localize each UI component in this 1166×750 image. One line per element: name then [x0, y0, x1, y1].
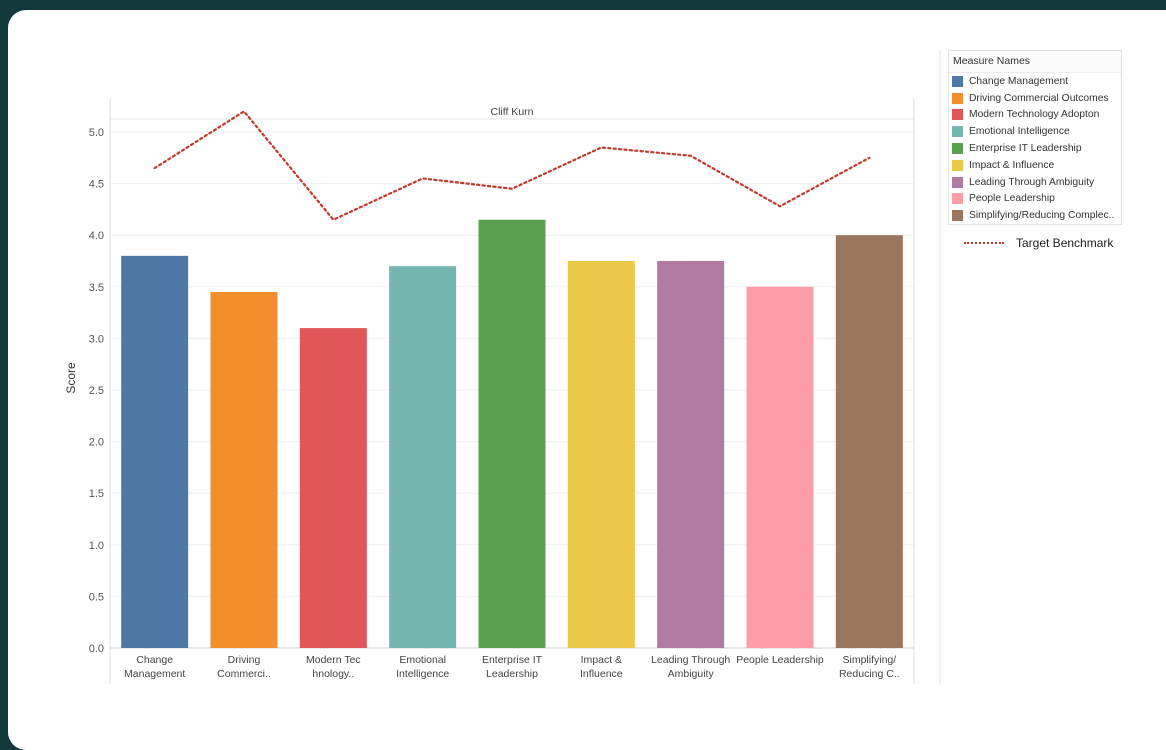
x-tick-label: Change Management — [124, 654, 185, 680]
legend-item: Driving Commercial Outcomes — [949, 90, 1121, 107]
legend-label: Change Management — [969, 75, 1069, 87]
x-tick-label: Modern Tec hnology.. — [306, 654, 361, 680]
legend-swatch — [952, 143, 963, 155]
benchmark-line — [153, 109, 871, 222]
legend-label: Simplifying/Reducing Complec.. — [969, 210, 1115, 222]
legend-swatch — [952, 92, 963, 104]
legend-item: People Leadership — [949, 191, 1121, 208]
legend-swatch — [952, 210, 963, 222]
y-tick-label: 0.0 — [89, 643, 104, 655]
y-tick-label: 0.5 — [89, 591, 104, 603]
x-tick-label: Emotional Intelligence — [396, 654, 449, 680]
benchmark-legend-label: Target Benchmark — [1016, 236, 1114, 250]
legend-item: Impact & Influence — [949, 157, 1121, 174]
legend: Measure Names Change Management Driving C… — [948, 50, 1122, 226]
x-tick-label: Leading Through Ambiguity — [651, 654, 730, 680]
chart-frame: Cliff Kurn 0.0 0.5 1.0 1.5 2.0 2.5 3.0 3.5 4.0 4.5… — [8, 10, 1166, 750]
legend-items: Change Management Driving Commercial Outc… — [949, 73, 1121, 224]
legend-swatch — [952, 109, 963, 121]
legend-label: Modern Technology Adopton — [969, 109, 1100, 121]
legend-title: Measure Names — [949, 51, 1121, 73]
bar-1 — [121, 255, 189, 648]
bar-6 — [567, 261, 635, 648]
legend-item: Leading Through Ambiguity — [949, 174, 1121, 191]
legend-label: Driving Commercial Outcomes — [969, 92, 1109, 104]
bar-9 — [835, 235, 903, 648]
legend-swatch — [952, 75, 963, 87]
y-tick-label: 4.5 — [89, 179, 104, 191]
legend-swatch — [952, 193, 963, 205]
panel-title: Cliff Kurn — [491, 106, 534, 118]
legend-label: Enterprise IT Leadership — [969, 143, 1082, 155]
y-tick-label: 5.0 — [89, 127, 104, 139]
legend-item: Simplifying/Reducing Complec.. — [949, 207, 1121, 224]
bar-5 — [478, 219, 546, 648]
bar-8 — [746, 286, 814, 648]
legend-item: Emotional Intelligence — [949, 123, 1121, 140]
chart-canvas: Cliff Kurn 0.0 0.5 1.0 1.5 2.0 2.5 3.0 3.5 4.0 4.5… — [64, 50, 941, 684]
y-tick-label: 1.5 — [89, 488, 104, 500]
x-tick-label: Impact & Influence — [580, 654, 623, 680]
legend-item: Modern Technology Adopton — [949, 107, 1121, 124]
legend-label: Leading Through Ambiguity — [969, 176, 1095, 188]
legend-swatch — [952, 159, 963, 171]
legend-label: Emotional Intelligence — [969, 126, 1070, 138]
x-tick-label: Driving Commerci.. — [217, 654, 271, 680]
x-tick-label: Simplifying/Reducing C.. — [839, 654, 900, 680]
bar-4 — [389, 266, 457, 648]
y-tick-label: 3.0 — [89, 333, 104, 345]
y-tick-label: 2.0 — [89, 437, 104, 449]
y-tick-label: 2.5 — [89, 385, 104, 397]
x-tick-label: Enterprise IT Leadership — [482, 654, 543, 680]
legend-item: Enterprise IT Leadership — [949, 140, 1121, 157]
bar-2 — [210, 291, 278, 648]
benchmark-legend: Target Benchmark — [964, 236, 1113, 250]
y-tick-label: 1.0 — [89, 540, 104, 552]
legend-label: Impact & Influence — [969, 159, 1055, 171]
legend-label: People Leadership — [969, 193, 1055, 205]
bar-7 — [657, 261, 725, 648]
benchmark-legend-line — [964, 242, 1004, 244]
x-tick-label: People Leadership — [736, 654, 824, 666]
y-tick-label: 4.0 — [89, 230, 104, 242]
legend-item: Change Management — [949, 73, 1121, 90]
legend-swatch — [952, 176, 963, 188]
y-axis-title: Score — [64, 362, 78, 394]
legend-swatch — [952, 126, 963, 138]
bar-3 — [299, 328, 367, 648]
y-tick-label: 3.5 — [89, 282, 104, 294]
